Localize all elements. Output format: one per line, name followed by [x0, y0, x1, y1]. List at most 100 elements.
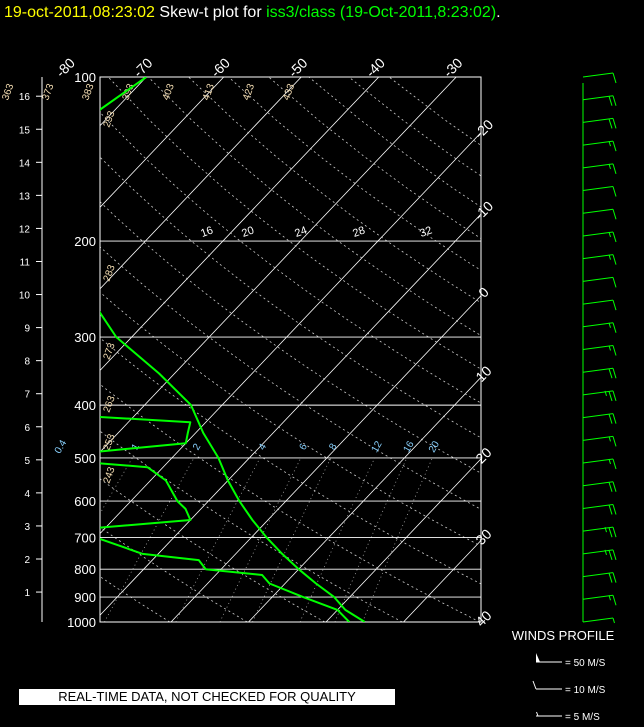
wind-barb-feather — [612, 595, 617, 606]
wind-barb-shaft — [582, 345, 614, 350]
wind-barb — [582, 390, 617, 402]
wind-barb-shaft — [582, 549, 614, 555]
wind-barb-half-feather — [604, 549, 607, 556]
dry-adiabat-label: 373 — [40, 82, 56, 102]
mixing-ratio-line — [175, 457, 261, 622]
isotherm-tick-label: -10 — [471, 198, 497, 224]
wind-barb — [582, 367, 617, 379]
dry-adiabat-line — [100, 291, 481, 547]
wind-barb-feather — [608, 413, 613, 424]
isotherm-line — [325, 458, 481, 622]
wind-barb-feather — [612, 345, 617, 356]
wind-barb-shaft — [582, 254, 614, 260]
chart-title: 19-oct-2011,08:23:02 Skew-t plot for iss… — [4, 2, 501, 24]
mixing-ratio-label: 8 — [327, 441, 340, 452]
wind-barb — [582, 345, 617, 356]
wind-barb-shaft — [582, 526, 614, 532]
wind-barb-shaft — [582, 140, 614, 146]
wind-legend-item: = 10 M/S — [532, 680, 606, 696]
wind-barb-feather — [612, 140, 617, 152]
winds-profile-title: WINDS PROFILE — [512, 628, 615, 643]
isotherm-line — [100, 77, 302, 290]
plot-frame — [99, 76, 482, 623]
wind-barb — [582, 617, 615, 624]
dry-adiabat-label: 423 — [241, 82, 257, 102]
pressure-tick-label: 400 — [74, 398, 96, 413]
title-period: . — [496, 4, 501, 21]
wind-barb-half-feather — [608, 322, 611, 328]
isotherm-tick-label: -90 — [0, 54, 1, 80]
dry-adiabat-label: 253 — [102, 432, 118, 452]
dry-adiabat-labels: 2432532632732832933033133233333433533633… — [0, 82, 297, 485]
dry-adiabat-label: 363 — [0, 82, 16, 102]
moist-adiabat-label: 32 — [418, 225, 434, 240]
wind-barb — [582, 208, 617, 220]
moist-adiabat-labels: 16 20 24 28 32 — [199, 225, 434, 240]
wind-barb-feather — [608, 572, 613, 583]
wind-barb-feather — [612, 413, 617, 424]
height-tick-label: 11 — [20, 257, 31, 268]
moist-adiabat-label: 20 — [240, 225, 256, 240]
isotherm-tick-label: 40 — [472, 607, 494, 629]
wind-barb — [582, 117, 617, 129]
wind-barb — [582, 140, 617, 152]
isotherm-line — [100, 77, 225, 208]
wind-barb-feather — [608, 550, 613, 561]
wind-barb-feather — [612, 186, 617, 197]
wind-legend-label: = 10 M/S — [565, 685, 606, 696]
wind-barb-feather — [612, 299, 617, 311]
dry-adiabat-line — [100, 576, 171, 622]
wind-barb — [582, 435, 617, 447]
wind-barb-shaft — [582, 299, 614, 305]
height-tick-label: 6 — [24, 423, 30, 434]
pressure-tick-label: 700 — [74, 531, 96, 546]
isotherm-tick-label: -50 — [285, 55, 311, 81]
pressure-tick-label: 100 — [74, 70, 96, 85]
mixing-ratio-label: 20 — [427, 439, 442, 455]
isotherm-tick-label: 0 — [475, 284, 492, 301]
wind-barb-half-feather — [608, 140, 611, 147]
wind-barb — [582, 186, 617, 197]
wind-barb-shaft — [582, 594, 614, 600]
wind-barb-shaft — [582, 435, 614, 441]
height-tick-label: 8 — [24, 357, 30, 368]
moist-adiabat-label: 28 — [351, 225, 367, 240]
wind-legend-label: = 5 M/S — [565, 712, 600, 723]
wind-barb — [582, 72, 617, 84]
wind-barb-half-feather — [608, 254, 611, 260]
wind-barb-feather — [608, 118, 613, 129]
dewpoint-trace — [100, 415, 351, 622]
wind-barb-feather — [608, 527, 613, 538]
wind-barb — [582, 572, 617, 583]
isotherm-tick-label: -60 — [207, 55, 233, 81]
wind-barb-half-feather — [608, 231, 611, 238]
pressure-tick-label: 500 — [74, 451, 96, 466]
dry-adiabat-label: 403 — [161, 82, 177, 102]
pressure-tick-label: 900 — [74, 590, 96, 605]
dry-adiabat-label: 413 — [201, 82, 217, 102]
isotherm-tick-label: 20 — [472, 444, 494, 466]
wind-barb-feather — [612, 368, 617, 379]
wind-barb-feather — [612, 481, 617, 492]
dry-adiabat-line — [148, 77, 481, 337]
wind-barb-shaft — [582, 208, 614, 214]
wind-legend-pennant — [536, 653, 540, 662]
wind-barb-shaft — [582, 481, 614, 487]
isotherm-line — [403, 539, 481, 622]
wind-barb-half-feather — [608, 436, 611, 442]
wind-barb-shaft — [582, 390, 614, 396]
isotherm-tick-label: 10 — [472, 362, 494, 384]
wind-barb — [582, 322, 617, 333]
wind-barb-half-feather — [608, 345, 611, 351]
dry-adiabat-line — [100, 337, 481, 585]
wind-barb-half-feather — [608, 163, 611, 169]
wind-legend-half-feather — [536, 711, 539, 717]
dry-adiabat-line — [388, 77, 481, 146]
title-date: 19-oct-2011,08:23:02 — [4, 4, 155, 21]
wind-barb-shaft — [582, 617, 614, 623]
height-tick-label: 3 — [24, 522, 30, 533]
pressure-axis: 100 200 300 400 500 600 700 800 900 1000 — [67, 70, 96, 630]
wind-barb-half-feather — [604, 390, 607, 397]
wind-legend-item: = 50 M/S — [536, 653, 606, 669]
